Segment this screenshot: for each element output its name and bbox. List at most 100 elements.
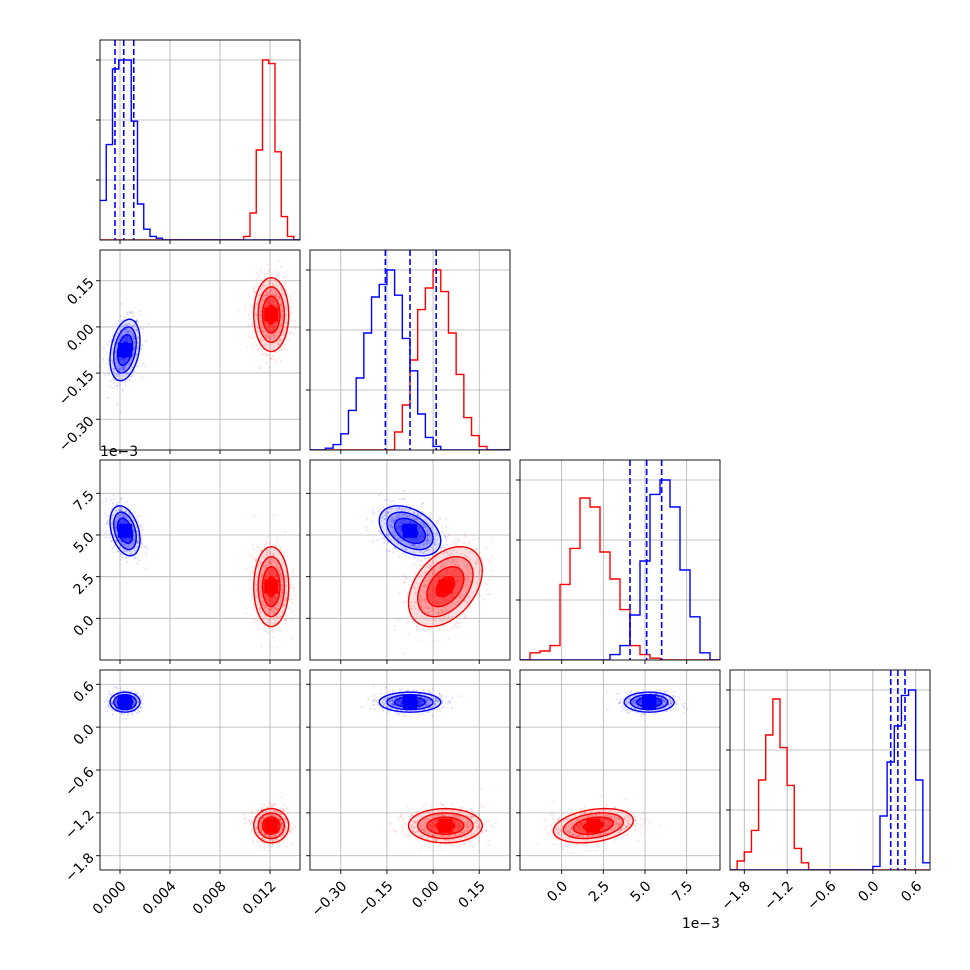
scatter-point — [282, 276, 285, 279]
scatter-point — [294, 825, 297, 828]
scatter-point — [124, 543, 127, 546]
scatter-point — [115, 360, 118, 363]
y-tick-label: 0.0 — [71, 613, 98, 640]
scatter-point — [413, 511, 416, 514]
scatter-point — [404, 600, 407, 603]
scatter-point — [284, 829, 287, 832]
scatter-point — [281, 592, 284, 595]
scatter-point — [418, 545, 421, 548]
scatter-point — [451, 558, 454, 561]
scatter-point — [466, 597, 469, 600]
scatter-point — [123, 325, 126, 328]
scatter-point — [465, 613, 468, 616]
panel-frame — [99, 39, 301, 241]
scatter-point — [266, 263, 269, 266]
scatter-point — [484, 546, 487, 549]
scatter-point — [419, 639, 422, 642]
scatter-point — [259, 592, 262, 595]
scatter-point — [123, 367, 126, 370]
scatter-point — [398, 513, 401, 516]
scatter-point — [415, 546, 418, 549]
scatter-point — [117, 366, 120, 369]
scatter-point — [445, 539, 448, 542]
scatter-point — [137, 541, 140, 544]
scatter-point — [261, 297, 264, 300]
scatter-point — [274, 810, 277, 813]
scatter-point — [264, 335, 267, 338]
scatter-point — [283, 283, 286, 286]
scatter-point — [127, 331, 130, 334]
scatter-point — [261, 286, 264, 289]
scatter-point — [258, 813, 261, 816]
scatter-point — [122, 367, 125, 370]
scatter-point — [247, 821, 250, 824]
scatter-point — [125, 372, 128, 375]
scatter-point — [452, 549, 455, 552]
scatter-point — [121, 542, 124, 545]
scatter-point — [389, 523, 392, 526]
scatter-point — [136, 702, 139, 705]
scatter-point — [134, 556, 137, 559]
scatter-point — [475, 547, 478, 550]
scatter-point — [268, 608, 271, 611]
scatter-point — [419, 550, 422, 553]
scatter-point — [137, 700, 140, 703]
scatter-point — [426, 611, 429, 614]
scatter-point — [445, 517, 448, 520]
scatter-point — [386, 534, 389, 537]
scatter-point — [135, 518, 138, 521]
scatter-point — [124, 381, 127, 384]
scatter-point — [270, 805, 273, 808]
panel-1-1 — [306, 249, 511, 454]
scatter-point — [434, 571, 437, 574]
scatter-point — [127, 364, 130, 367]
scatter-point — [415, 546, 418, 549]
scatter-point — [283, 829, 286, 832]
scatter-point — [426, 535, 429, 538]
scatter-point — [404, 513, 407, 516]
scatter-point — [431, 607, 434, 610]
scatter-point — [415, 518, 418, 521]
scatter-point — [114, 700, 117, 703]
scatter-point — [447, 533, 450, 536]
scatter-point — [269, 279, 272, 282]
y-tick-label: 0.15 — [64, 275, 97, 308]
scatter-point — [268, 562, 271, 565]
scatter-point — [274, 341, 277, 344]
scatter-point — [425, 615, 428, 618]
scatter-point — [112, 367, 115, 370]
scatter-point — [468, 571, 471, 574]
scatter-point — [263, 628, 266, 631]
scatter-point — [277, 342, 280, 345]
scatter-point — [256, 302, 259, 305]
scatter-point — [452, 558, 455, 561]
scatter-point — [131, 353, 134, 356]
scatter-point — [270, 343, 273, 346]
scatter-point — [137, 536, 140, 539]
scatter-point — [260, 306, 263, 309]
scatter-point — [396, 513, 399, 516]
scatter-point — [269, 803, 272, 806]
scatter-point — [408, 633, 411, 636]
scatter-point — [121, 388, 124, 391]
scatter-point — [126, 714, 129, 717]
scatter-point — [440, 565, 443, 568]
scatter-point — [272, 288, 275, 291]
scatter-point — [136, 534, 139, 537]
scatter-point — [259, 346, 262, 349]
scatter-point — [460, 596, 463, 599]
scatter-point — [411, 515, 414, 518]
scatter-point — [270, 288, 273, 291]
scatter-point — [465, 573, 468, 576]
scatter-point — [378, 494, 381, 497]
scatter-point — [260, 310, 263, 313]
scatter-point — [120, 369, 123, 372]
scatter-point — [112, 367, 115, 370]
scatter-point — [127, 544, 130, 547]
scatter-point — [121, 717, 124, 720]
scatter-point — [280, 309, 283, 312]
scatter-point — [117, 373, 120, 376]
scatter-point — [124, 510, 127, 513]
scatter-point — [275, 815, 278, 818]
density-peak — [264, 579, 279, 594]
